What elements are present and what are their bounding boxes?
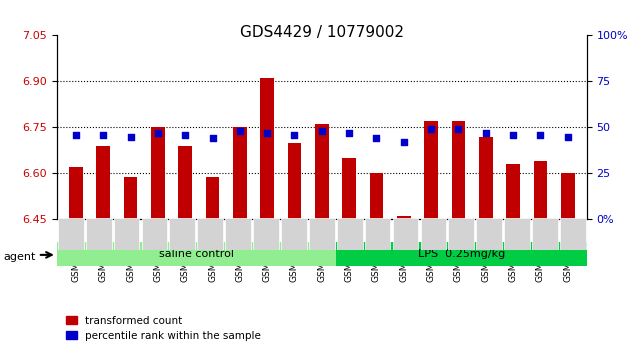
Point: [317, 128, 327, 134]
Bar: [124, 177, 138, 219]
Bar: [504, 218, 530, 250]
Point: [344, 130, 354, 136]
Bar: [397, 216, 411, 219]
Point: [153, 130, 163, 136]
Bar: [170, 218, 195, 250]
Bar: [370, 173, 383, 219]
Bar: [198, 218, 223, 250]
Bar: [288, 143, 302, 219]
Bar: [86, 218, 112, 250]
Bar: [420, 218, 446, 250]
Bar: [206, 177, 220, 219]
Bar: [141, 218, 167, 250]
Bar: [114, 218, 139, 250]
Point: [563, 134, 573, 139]
Bar: [392, 218, 418, 250]
Bar: [315, 124, 329, 219]
Bar: [561, 173, 575, 219]
Point: [508, 132, 518, 138]
Point: [290, 132, 300, 138]
Bar: [342, 158, 356, 219]
Point: [71, 132, 81, 138]
Bar: [479, 137, 493, 219]
Point: [262, 130, 272, 136]
Bar: [534, 161, 547, 219]
Bar: [309, 218, 334, 250]
Point: [453, 126, 463, 132]
Legend: transformed count, percentile rank within the sample: transformed count, percentile rank withi…: [62, 312, 265, 345]
Bar: [281, 218, 307, 250]
Point: [481, 130, 491, 136]
Point: [235, 128, 245, 134]
Bar: [336, 242, 587, 266]
Bar: [532, 218, 558, 250]
Point: [98, 132, 109, 138]
Bar: [97, 146, 110, 219]
Bar: [452, 121, 465, 219]
Bar: [261, 78, 274, 219]
Bar: [57, 242, 336, 266]
Point: [208, 136, 218, 141]
Point: [372, 136, 382, 141]
Point: [426, 126, 436, 132]
Bar: [253, 218, 279, 250]
Bar: [506, 164, 520, 219]
Text: LPS  0.25mg/kg: LPS 0.25mg/kg: [418, 249, 505, 259]
Point: [180, 132, 191, 138]
Bar: [179, 146, 192, 219]
Bar: [424, 121, 438, 219]
Point: [126, 134, 136, 139]
Bar: [449, 218, 474, 250]
Bar: [151, 127, 165, 219]
Bar: [233, 127, 247, 219]
Bar: [365, 218, 391, 250]
Bar: [69, 167, 83, 219]
Bar: [337, 218, 363, 250]
Text: agent: agent: [3, 252, 35, 262]
Bar: [560, 218, 586, 250]
Point: [399, 139, 409, 145]
Text: GDS4429 / 10779002: GDS4429 / 10779002: [240, 25, 404, 40]
Text: saline control: saline control: [159, 249, 233, 259]
Bar: [225, 218, 251, 250]
Point: [535, 132, 545, 138]
Bar: [58, 218, 84, 250]
Bar: [476, 218, 502, 250]
